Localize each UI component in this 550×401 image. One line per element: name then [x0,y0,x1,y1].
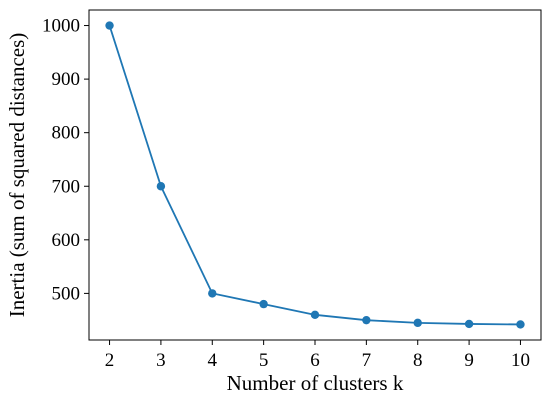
data-point [156,182,166,191]
x-tick-label: 9 [464,350,474,371]
y-tick-label: 800 [52,123,81,144]
x-tick-label: 10 [511,350,530,371]
x-tick-label: 2 [105,350,115,371]
y-tick-label: 900 [52,69,81,90]
data-point [464,319,474,329]
y-tick-label: 1000 [42,16,80,37]
data-point [362,315,371,325]
y-tick-label: 600 [52,230,81,251]
x-axis-label: Number of clusters k [227,371,404,395]
x-tick-label: 8 [413,350,423,371]
x-axis-ticks: 2 3 4 5 6 7 8 9 10 [105,340,530,371]
data-point [105,21,114,30]
y-axis-label: Inertia (sum of squared distances) [5,33,29,318]
y-axis-ticks: 500 600 700 800 900 1000 [42,16,89,304]
data-point [413,318,422,328]
data-point [208,289,217,298]
x-tick-label: 7 [362,350,372,371]
data-points [105,21,525,329]
data-point [310,310,320,320]
y-tick-label: 700 [52,176,81,197]
x-tick-label: 5 [259,350,269,371]
y-tick-label: 500 [52,283,81,304]
x-tick-label: 4 [208,350,218,371]
x-tick-label: 3 [156,350,166,371]
data-point [259,299,268,309]
data-point [516,320,525,329]
x-tick-label: 6 [310,350,320,371]
series-line [108,25,521,326]
